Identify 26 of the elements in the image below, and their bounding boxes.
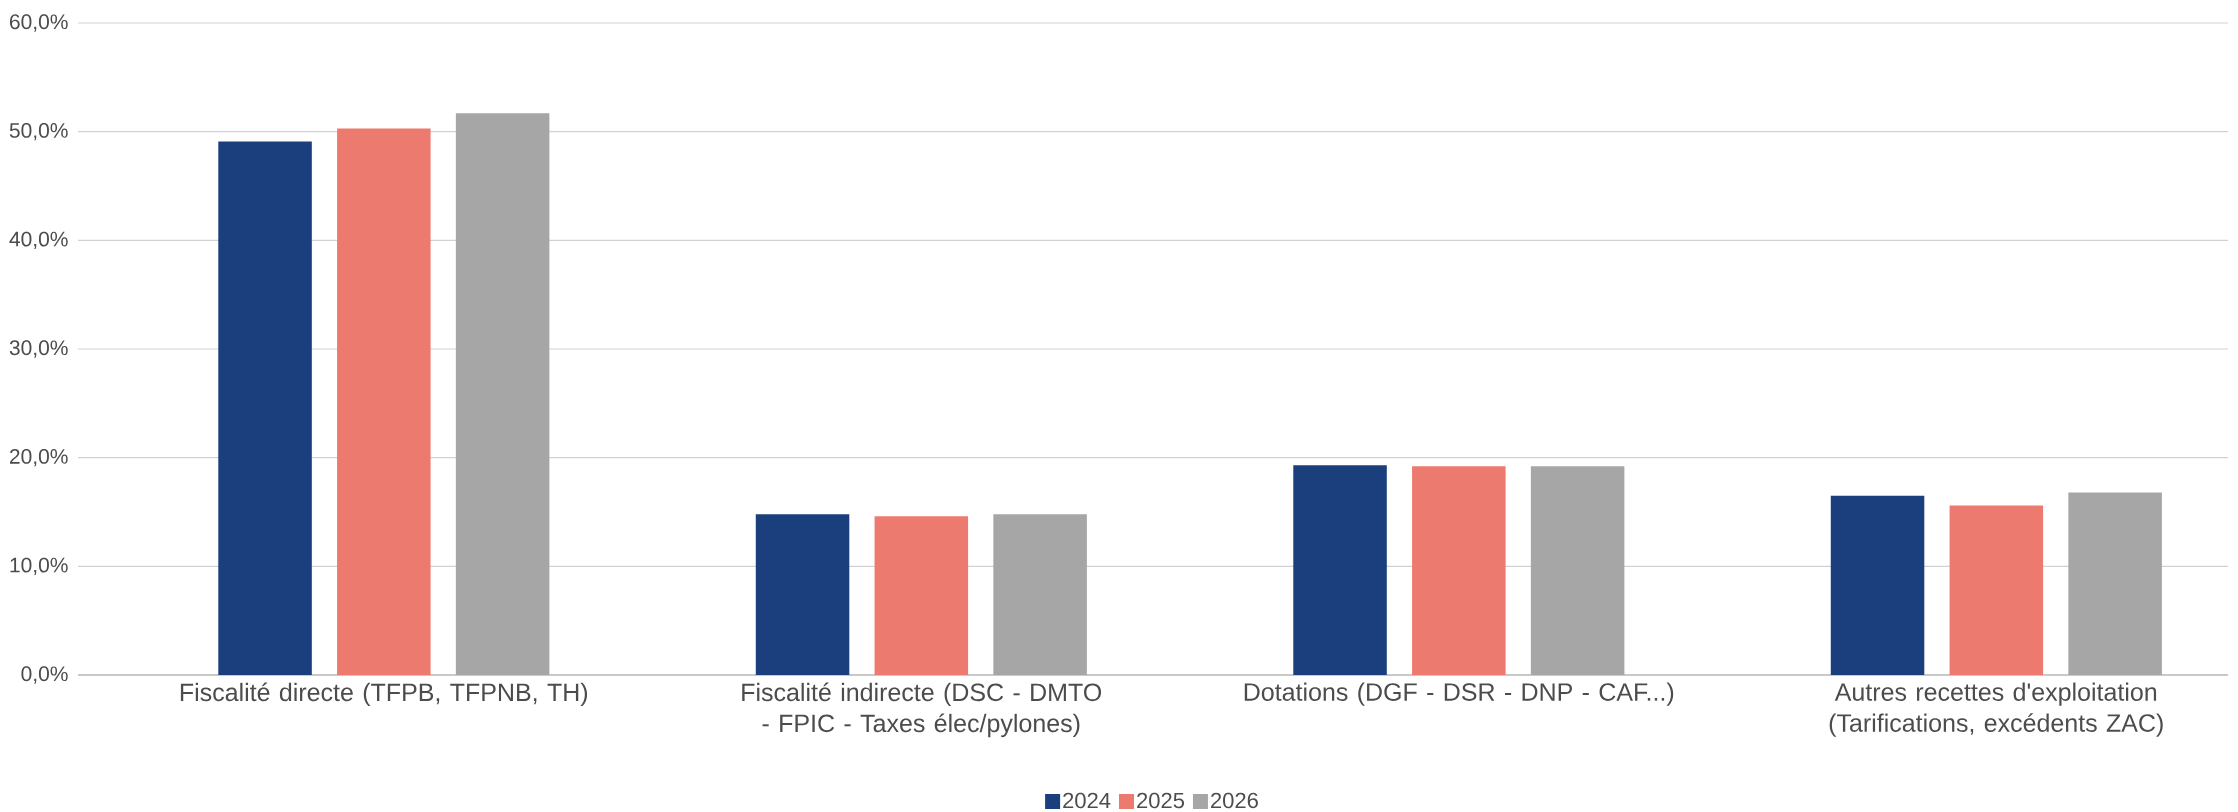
bar <box>455 113 550 675</box>
y-tick-label: 20,0% <box>9 449 68 467</box>
y-tick-label: 40,0% <box>9 231 68 250</box>
y-tick-label: 60,0% <box>9 14 68 32</box>
legend-label: 2024 <box>1063 792 1111 809</box>
bar <box>2068 492 2162 675</box>
y-tick-label: 30,0% <box>9 340 68 358</box>
y-tick-label: 50,0% <box>9 123 68 141</box>
bar <box>755 514 850 675</box>
legend-label: 2026 <box>1211 792 1258 809</box>
legend-label: 2025 <box>1137 792 1185 809</box>
x-tick-label: Fiscalité indirecte (DSC - DMTO - FPIC - Taxes élec/pylones) <box>742 682 1102 738</box>
y-tick-label: 0,0% <box>21 666 68 684</box>
x-tick-label: Fiscalité directe (TFPB, TFPNB, TH) <box>180 682 588 707</box>
x-tick-label: Dotations (DGF - DSR - DNP - CAF...) <box>1244 682 1674 706</box>
bar <box>874 516 969 675</box>
bar <box>1293 465 1387 675</box>
x-tick-label: Autres recettes d'exploitation (Tarifications, excédents ZAC) <box>1829 682 2163 737</box>
bar <box>993 514 1087 675</box>
bar <box>337 128 431 675</box>
bar <box>218 141 312 675</box>
bar <box>1530 466 1625 675</box>
y-tick-label: 10,0% <box>10 557 68 576</box>
bar <box>1412 466 1506 675</box>
bar <box>1949 505 2044 675</box>
bar <box>1830 495 1925 675</box>
